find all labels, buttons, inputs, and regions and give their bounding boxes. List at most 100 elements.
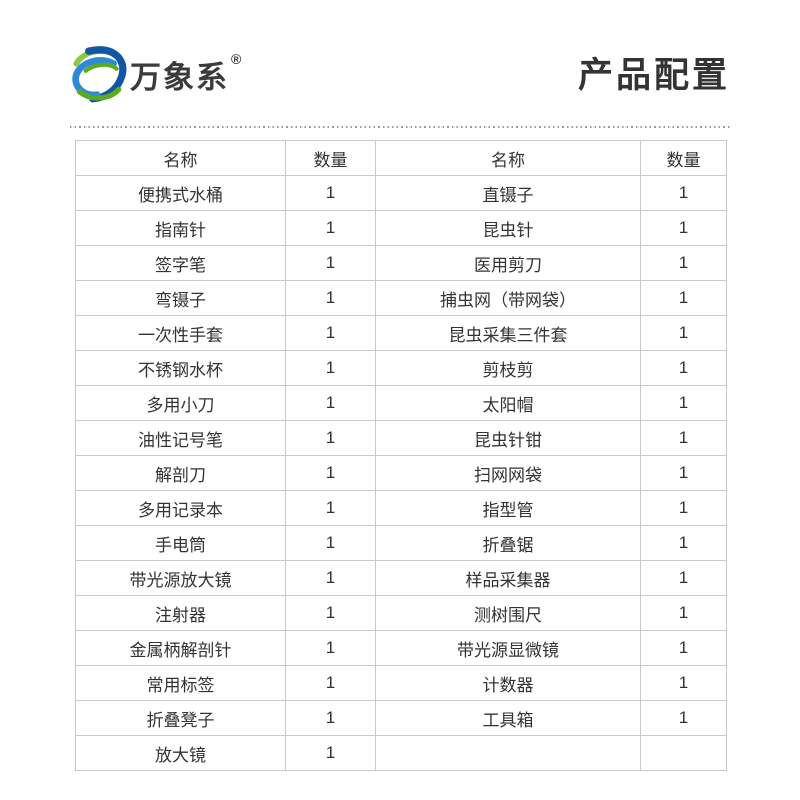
table-header-row: 名称 数量 名称 数量 (75, 140, 727, 176)
item-qty-cell (640, 735, 727, 771)
item-qty-cell: 1 (285, 175, 376, 211)
item-qty-cell: 1 (285, 350, 376, 386)
product-config-table: 名称 数量 名称 数量 便携式水桶 1 直镊子 1 指南针 1 昆虫针 1 签字笔 1 医用剪刀 1 弯… (75, 140, 727, 771)
item-qty-cell: 1 (640, 630, 727, 666)
table-row: 便携式水桶 1 直镊子 1 (75, 175, 727, 211)
table-row: 不锈钢水杯 1 剪枝剪 1 (75, 350, 727, 386)
column-header-name-right: 名称 (375, 140, 641, 176)
item-name-cell: 扫网网袋 (375, 455, 641, 491)
item-name-cell: 昆虫采集三件套 (375, 315, 641, 351)
item-name-cell: 工具箱 (375, 700, 641, 736)
item-qty-cell: 1 (285, 315, 376, 351)
item-name-cell: 折叠锯 (375, 525, 641, 561)
item-qty-cell: 1 (285, 525, 376, 561)
item-name-cell: 金属柄解剖针 (75, 630, 286, 666)
item-name-cell: 便携式水桶 (75, 175, 286, 211)
item-qty-cell: 1 (640, 210, 727, 246)
item-name-cell: 太阳帽 (375, 385, 641, 421)
column-header-qty-right: 数量 (640, 140, 727, 176)
item-qty-cell: 1 (640, 560, 727, 596)
item-name-cell: 指南针 (75, 210, 286, 246)
registered-trademark-symbol: ® (231, 50, 242, 67)
table-row: 多用小刀 1 太阳帽 1 (75, 385, 727, 421)
item-name-cell: 解剖刀 (75, 455, 286, 491)
table-row: 注射器 1 测树围尺 1 (75, 595, 727, 631)
item-name-cell: 折叠凳子 (75, 700, 286, 736)
dotted-divider (70, 126, 730, 128)
item-qty-cell: 1 (285, 490, 376, 526)
column-header-qty-left: 数量 (285, 140, 376, 176)
item-name-cell: 油性记号笔 (75, 420, 286, 456)
table-row: 一次性手套 1 昆虫采集三件套 1 (75, 315, 727, 351)
item-qty-cell: 1 (640, 420, 727, 456)
item-name-cell: 指型管 (375, 490, 641, 526)
table-row: 签字笔 1 医用剪刀 1 (75, 245, 727, 281)
item-name-cell (375, 735, 641, 771)
item-name-cell: 带光源放大镜 (75, 560, 286, 596)
item-name-cell: 不锈钢水杯 (75, 350, 286, 386)
item-qty-cell: 1 (285, 210, 376, 246)
item-name-cell: 样品采集器 (375, 560, 641, 596)
item-qty-cell: 1 (285, 420, 376, 456)
table-row: 多用记录本 1 指型管 1 (75, 490, 727, 526)
item-qty-cell: 1 (640, 595, 727, 631)
item-name-cell: 多用记录本 (75, 490, 286, 526)
item-name-cell: 放大镜 (75, 735, 286, 771)
item-qty-cell: 1 (285, 245, 376, 281)
item-qty-cell: 1 (640, 700, 727, 736)
page-title: 产品配置 (577, 55, 730, 95)
table-row: 折叠凳子 1 工具箱 1 (75, 700, 727, 736)
item-qty-cell: 1 (640, 315, 727, 351)
item-qty-cell: 1 (285, 665, 376, 701)
table-row: 解剖刀 1 扫网网袋 1 (75, 455, 727, 491)
item-name-cell: 签字笔 (75, 245, 286, 281)
item-qty-cell: 1 (285, 280, 376, 316)
item-name-cell: 计数器 (375, 665, 641, 701)
table-row: 放大镜 1 (75, 735, 727, 771)
table-row: 常用标签 1 计数器 1 (75, 665, 727, 701)
table-row: 手电筒 1 折叠锯 1 (75, 525, 727, 561)
table-row: 带光源放大镜 1 样品采集器 1 (75, 560, 727, 596)
item-name-cell: 多用小刀 (75, 385, 286, 421)
item-qty-cell: 1 (640, 350, 727, 386)
item-qty-cell: 1 (640, 490, 727, 526)
brand-logo: 万象系® (66, 46, 242, 104)
item-qty-cell: 1 (640, 525, 727, 561)
table-row: 指南针 1 昆虫针 1 (75, 210, 727, 246)
item-qty-cell: 1 (640, 665, 727, 701)
item-qty-cell: 1 (285, 735, 376, 771)
item-name-cell: 手电筒 (75, 525, 286, 561)
item-qty-cell: 1 (285, 455, 376, 491)
item-qty-cell: 1 (640, 385, 727, 421)
page-header: 万象系® 产品配置 (0, 0, 800, 104)
column-header-name-left: 名称 (75, 140, 286, 176)
item-qty-cell: 1 (285, 560, 376, 596)
item-name-cell: 注射器 (75, 595, 286, 631)
config-table-body: 便携式水桶 1 直镊子 1 指南针 1 昆虫针 1 签字笔 1 医用剪刀 1 弯镊子 1 捕虫网（带网袋） 1… (75, 175, 727, 771)
item-name-cell: 捕虫网（带网袋） (375, 280, 641, 316)
globe-swirl-icon (72, 46, 127, 103)
item-name-cell: 常用标签 (75, 665, 286, 701)
item-qty-cell: 1 (285, 595, 376, 631)
item-qty-cell: 1 (640, 455, 727, 491)
item-name-cell: 直镊子 (375, 175, 641, 211)
item-qty-cell: 1 (285, 700, 376, 736)
brand-name: 万象系® (130, 50, 242, 95)
item-name-cell: 弯镊子 (75, 280, 286, 316)
item-qty-cell: 1 (640, 175, 727, 211)
item-name-cell: 带光源显微镜 (375, 630, 641, 666)
table-row: 金属柄解剖针 1 带光源显微镜 1 (75, 630, 727, 666)
table-row: 油性记号笔 1 昆虫针钳 1 (75, 420, 727, 456)
item-name-cell: 剪枝剪 (375, 350, 641, 386)
item-qty-cell: 1 (640, 245, 727, 281)
item-name-cell: 一次性手套 (75, 315, 286, 351)
config-table-container: 名称 数量 名称 数量 便携式水桶 1 直镊子 1 指南针 1 昆虫针 1 签字笔 1 医用剪刀 1 弯… (75, 140, 727, 771)
item-qty-cell: 1 (285, 385, 376, 421)
item-qty-cell: 1 (285, 630, 376, 666)
item-name-cell: 测树围尺 (375, 595, 641, 631)
table-row: 弯镊子 1 捕虫网（带网袋） 1 (75, 280, 727, 316)
item-name-cell: 昆虫针钳 (375, 420, 641, 456)
item-qty-cell: 1 (640, 280, 727, 316)
item-name-cell: 医用剪刀 (375, 245, 641, 281)
